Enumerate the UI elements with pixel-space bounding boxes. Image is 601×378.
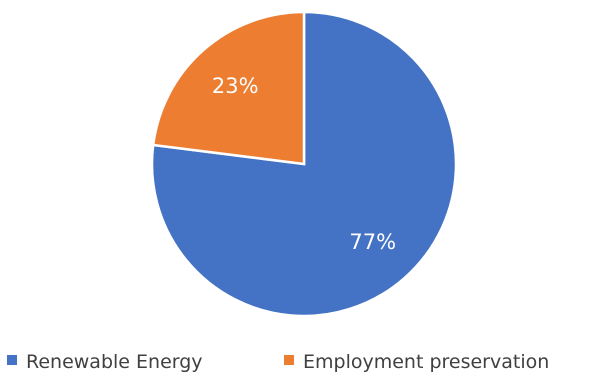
data-label-renewable-energy: 77% xyxy=(349,230,396,254)
legend: Renewable Energy Employment preservation xyxy=(7,351,549,373)
data-label-employment-preservation: 23% xyxy=(212,74,259,98)
legend-label-renewable-energy: Renewable Energy xyxy=(26,351,203,373)
pie-slice-renewable-energy xyxy=(150,10,458,318)
legend-label-employment-preservation: Employment preservation xyxy=(303,351,549,373)
legend-swatch-employment-preservation xyxy=(284,355,294,365)
pie-data-labels: 77% 23% xyxy=(212,74,396,254)
pie-slices xyxy=(150,10,458,318)
legend-swatch-renewable-energy xyxy=(7,355,17,365)
pie-slice-employment-preservation xyxy=(151,10,306,166)
